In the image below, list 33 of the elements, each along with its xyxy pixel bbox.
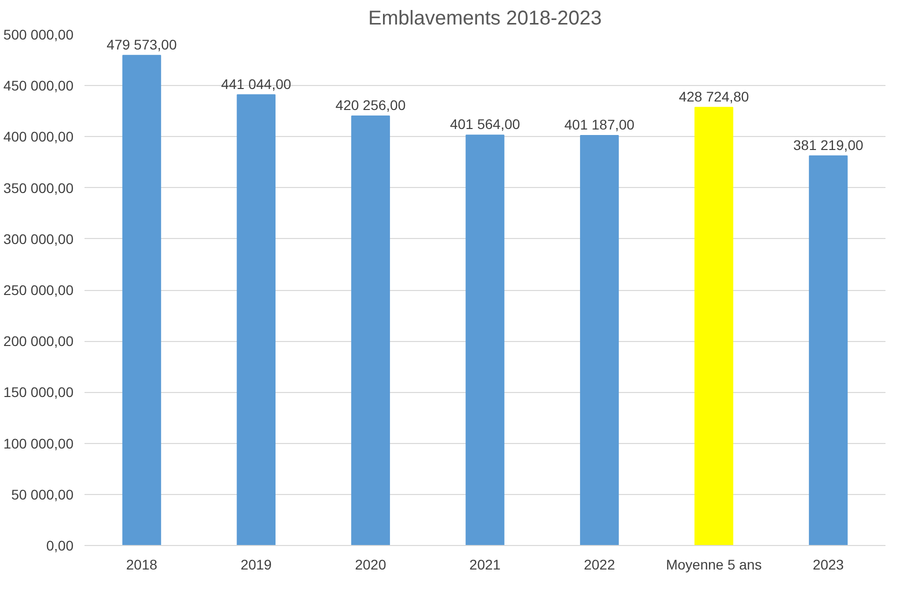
bar	[466, 134, 504, 546]
y-tick-label: 150 000,00	[3, 384, 74, 400]
x-tick-label: 2023	[812, 556, 844, 572]
y-tick-label: 100 000,00	[3, 435, 74, 452]
bar	[122, 54, 162, 546]
y-tick-label: 400 000,00	[3, 128, 74, 145]
data-label: 381 219,00	[793, 136, 864, 153]
data-label: 401 187,00	[564, 116, 635, 132]
y-tick-label: 500 000,00	[3, 26, 74, 42]
bar	[694, 106, 734, 546]
x-tick-label: 2021	[469, 556, 501, 572]
data-label: 401 564,00	[450, 116, 520, 132]
x-tick-label: 2022	[584, 556, 616, 572]
y-tick-label: 50 000,00	[11, 486, 74, 502]
y-tick-label: 450 000,00	[3, 78, 74, 94]
y-tick-label: 350 000,00	[3, 180, 74, 196]
x-tick-label: 2020	[355, 556, 386, 572]
y-tick-label: 250 000,00	[3, 282, 74, 298]
y-tick-label: 300 000,00	[3, 230, 74, 247]
y-tick-label: 0,00	[46, 538, 74, 554]
bar	[351, 116, 390, 546]
x-tick-label: 2019	[240, 556, 272, 572]
bar	[236, 94, 276, 546]
x-tick-label: 2018	[126, 556, 158, 572]
data-label: 441 044,00	[221, 76, 292, 92]
chart-title: Emblavements 2018-2023	[368, 8, 602, 30]
bar	[580, 134, 619, 546]
bar	[808, 155, 848, 546]
data-label: 479 573,00	[106, 36, 177, 52]
x-tick-label: Moyenne 5 ans	[666, 556, 762, 572]
data-label: 420 256,00	[336, 97, 406, 113]
y-tick-label: 200 000,00	[3, 333, 74, 350]
data-label: 428 724,80	[678, 88, 750, 104]
